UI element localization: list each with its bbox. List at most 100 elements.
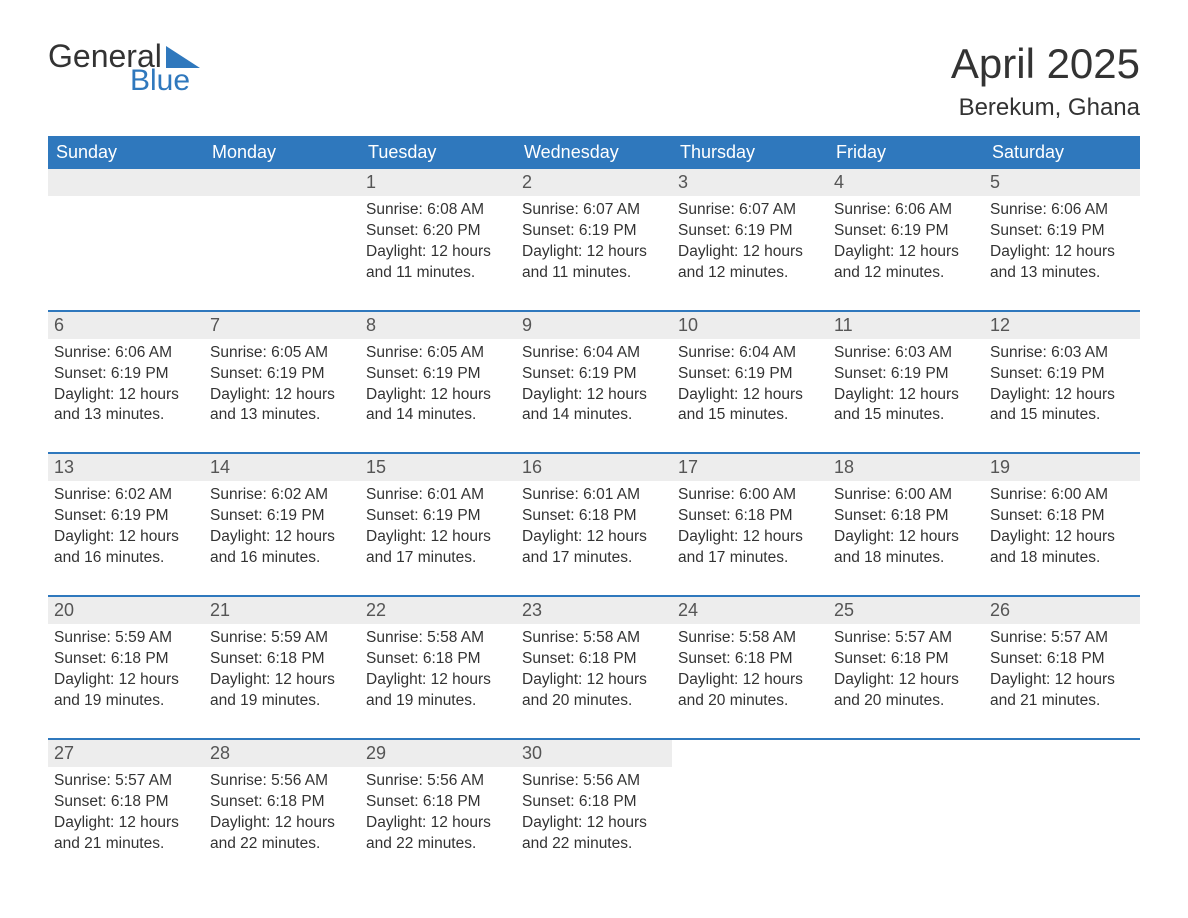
sunrise: Sunrise: 6:01 AM: [366, 485, 510, 506]
sunrise: Sunrise: 6:07 AM: [522, 200, 666, 221]
sunrise: Sunrise: 5:57 AM: [834, 628, 978, 649]
sunset: Sunset: 6:19 PM: [834, 364, 978, 385]
dow-tuesday: Tuesday: [360, 136, 516, 169]
day-9: 9Sunrise: 6:04 AMSunset: 6:19 PMDaylight…: [516, 312, 672, 435]
day-empty: [204, 169, 360, 292]
day-info: Sunrise: 5:57 AMSunset: 6:18 PMDaylight:…: [990, 628, 1134, 712]
day-20: 20Sunrise: 5:59 AMSunset: 6:18 PMDayligh…: [48, 597, 204, 720]
sunset: Sunset: 6:18 PM: [366, 792, 510, 813]
day-24: 24Sunrise: 5:58 AMSunset: 6:18 PMDayligh…: [672, 597, 828, 720]
day-number: 18: [828, 454, 984, 481]
daylight: Daylight: 12 hours and 18 minutes.: [834, 527, 978, 569]
day-number: 6: [48, 312, 204, 339]
day-info: Sunrise: 5:58 AMSunset: 6:18 PMDaylight:…: [522, 628, 666, 712]
daylight: Daylight: 12 hours and 12 minutes.: [678, 242, 822, 284]
sunset: Sunset: 6:18 PM: [522, 649, 666, 670]
sunrise: Sunrise: 5:56 AM: [210, 771, 354, 792]
day-number: 4: [828, 169, 984, 196]
day-number: 30: [516, 740, 672, 767]
daylight: Daylight: 12 hours and 14 minutes.: [522, 385, 666, 427]
day-number: 22: [360, 597, 516, 624]
sunset: Sunset: 6:19 PM: [990, 221, 1134, 242]
sunrise: Sunrise: 5:59 AM: [54, 628, 198, 649]
sunrise: Sunrise: 5:58 AM: [522, 628, 666, 649]
sunrise: Sunrise: 5:58 AM: [366, 628, 510, 649]
day-info: Sunrise: 6:00 AMSunset: 6:18 PMDaylight:…: [990, 485, 1134, 569]
day-empty: [828, 740, 984, 863]
day-5: 5Sunrise: 6:06 AMSunset: 6:19 PMDaylight…: [984, 169, 1140, 292]
day-number: 17: [672, 454, 828, 481]
sunset: Sunset: 6:19 PM: [366, 506, 510, 527]
daylight: Daylight: 12 hours and 13 minutes.: [990, 242, 1134, 284]
day-number: 14: [204, 454, 360, 481]
calendar: SundayMondayTuesdayWednesdayThursdayFrid…: [48, 136, 1140, 862]
day-19: 19 Sunrise: 6:00 AMSunset: 6:18 PMDayligh…: [984, 454, 1140, 577]
day-info: Sunrise: 5:58 AMSunset: 6:18 PMDaylight:…: [366, 628, 510, 712]
week-row: 1Sunrise: 6:08 AMSunset: 6:20 PMDaylight…: [48, 169, 1140, 292]
day-15: 15Sunrise: 6:01 AMSunset: 6:19 PMDayligh…: [360, 454, 516, 577]
sunrise: Sunrise: 6:02 AM: [210, 485, 354, 506]
day-info: Sunrise: 5:59 AMSunset: 6:18 PMDaylight:…: [210, 628, 354, 712]
day-11: 11 Sunrise: 6:03 AMSunset: 6:19 PMDayligh…: [828, 312, 984, 435]
sunrise: Sunrise: 6:04 AM: [678, 343, 822, 364]
sunset: Sunset: 6:18 PM: [366, 649, 510, 670]
daylight: Daylight: 12 hours and 17 minutes.: [678, 527, 822, 569]
dow-saturday: Saturday: [984, 136, 1140, 169]
daylight: Daylight: 12 hours and 15 minutes.: [834, 385, 978, 427]
sunset: Sunset: 6:19 PM: [990, 364, 1134, 385]
sunrise: Sunrise: 6:06 AM: [834, 200, 978, 221]
sunset: Sunset: 6:19 PM: [54, 364, 198, 385]
sunrise: Sunrise: 5:57 AM: [990, 628, 1134, 649]
day-3: 3 Sunrise: 6:07 AMSunset: 6:19 PMDaylight…: [672, 169, 828, 292]
location: Berekum, Ghana: [951, 94, 1140, 122]
day-number: 11: [828, 312, 984, 339]
day-empty: [48, 169, 204, 292]
day-info: Sunrise: 6:04 AMSunset: 6:19 PMDaylight:…: [678, 343, 822, 427]
day-number: 8: [360, 312, 516, 339]
day-info: Sunrise: 5:56 AMSunset: 6:18 PMDaylight:…: [366, 771, 510, 855]
sunrise: Sunrise: 6:03 AM: [990, 343, 1134, 364]
sunrise: Sunrise: 6:07 AM: [678, 200, 822, 221]
sunset: Sunset: 6:19 PM: [834, 221, 978, 242]
day-21: 21Sunrise: 5:59 AMSunset: 6:18 PMDayligh…: [204, 597, 360, 720]
sunset: Sunset: 6:19 PM: [210, 506, 354, 527]
sunset: Sunset: 6:18 PM: [54, 792, 198, 813]
daylight: Daylight: 12 hours and 20 minutes.: [522, 670, 666, 712]
sunrise: Sunrise: 5:57 AM: [54, 771, 198, 792]
day-number: 23: [516, 597, 672, 624]
week-row: 27Sunrise: 5:57 AMSunset: 6:18 PMDayligh…: [48, 738, 1140, 863]
sunset: Sunset: 6:18 PM: [834, 649, 978, 670]
days-of-week-header: SundayMondayTuesdayWednesdayThursdayFrid…: [48, 136, 1140, 169]
day-number: 2: [516, 169, 672, 196]
sunset: Sunset: 6:18 PM: [210, 792, 354, 813]
day-info: Sunrise: 5:57 AMSunset: 6:18 PMDaylight:…: [834, 628, 978, 712]
month-year: April 2025: [951, 40, 1140, 88]
day-info: Sunrise: 5:56 AMSunset: 6:18 PMDaylight:…: [210, 771, 354, 855]
day-number: 19: [984, 454, 1140, 481]
daylight: Daylight: 12 hours and 21 minutes.: [990, 670, 1134, 712]
day-info: Sunrise: 6:07 AMSunset: 6:19 PMDaylight:…: [522, 200, 666, 284]
sunrise: Sunrise: 6:05 AM: [366, 343, 510, 364]
day-number: [204, 169, 360, 196]
day-number: [828, 740, 984, 767]
daylight: Daylight: 12 hours and 11 minutes.: [366, 242, 510, 284]
day-6: 6Sunrise: 6:06 AMSunset: 6:19 PMDaylight…: [48, 312, 204, 435]
sunset: Sunset: 6:19 PM: [678, 364, 822, 385]
day-28: 28Sunrise: 5:56 AMSunset: 6:18 PMDayligh…: [204, 740, 360, 863]
day-info: Sunrise: 6:07 AMSunset: 6:19 PMDaylight:…: [678, 200, 822, 284]
day-info: Sunrise: 6:03 AMSunset: 6:19 PMDaylight:…: [834, 343, 978, 427]
day-number: 20: [48, 597, 204, 624]
day-info: Sunrise: 6:00 AMSunset: 6:18 PMDaylight:…: [678, 485, 822, 569]
day-number: 25: [828, 597, 984, 624]
sunset: Sunset: 6:19 PM: [210, 364, 354, 385]
day-empty: [672, 740, 828, 863]
day-number: [48, 169, 204, 196]
day-info: Sunrise: 6:00 AMSunset: 6:18 PMDaylight:…: [834, 485, 978, 569]
day-number: 13: [48, 454, 204, 481]
day-number: 3: [672, 169, 828, 196]
dow-monday: Monday: [204, 136, 360, 169]
sunrise: Sunrise: 6:00 AM: [678, 485, 822, 506]
day-info: Sunrise: 5:58 AMSunset: 6:18 PMDaylight:…: [678, 628, 822, 712]
day-4: 4Sunrise: 6:06 AMSunset: 6:19 PMDaylight…: [828, 169, 984, 292]
dow-sunday: Sunday: [48, 136, 204, 169]
